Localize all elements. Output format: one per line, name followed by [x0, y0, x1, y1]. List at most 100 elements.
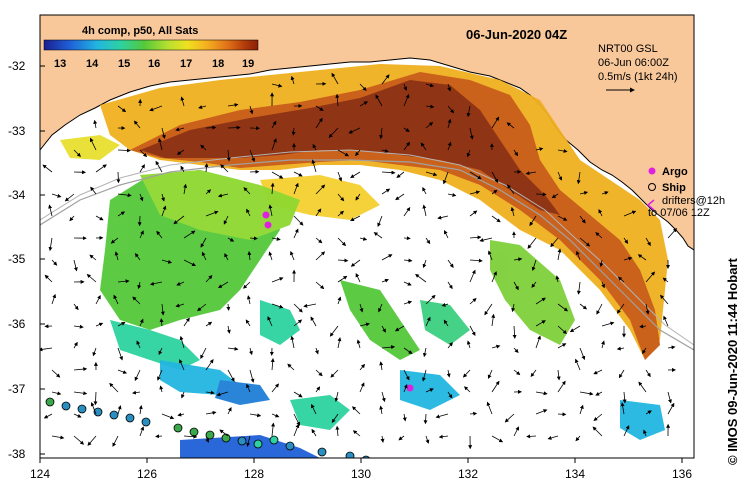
current-vector-arrow	[557, 343, 567, 349]
current-vector-arrow	[179, 359, 185, 371]
ship-marker[interactable]	[237, 436, 247, 446]
current-vector-arrow	[157, 369, 163, 381]
current-vector-arrow	[337, 296, 342, 305]
current-vector-arrow	[645, 410, 652, 415]
current-vector-arrow	[415, 273, 427, 283]
current-vector-arrow	[378, 303, 383, 313]
current-vector-arrow	[381, 74, 390, 85]
current-vector-arrow	[243, 281, 251, 289]
current-vector-arrow	[271, 83, 283, 88]
current-vector-arrow	[469, 235, 482, 240]
current-vector-arrow	[183, 183, 188, 195]
ship-marker[interactable]	[317, 447, 327, 457]
current-vector-arrow	[425, 104, 435, 109]
ship-marker[interactable]	[221, 433, 231, 443]
current-vector-arrow	[469, 171, 482, 180]
current-vector-arrow	[579, 237, 591, 247]
current-vector-arrow	[425, 121, 434, 129]
current-vector-arrow	[268, 204, 273, 217]
current-vector-arrow	[616, 346, 625, 351]
ship-marker[interactable]	[345, 451, 355, 460]
current-vector-arrow	[381, 148, 389, 153]
argo-marker[interactable]	[406, 384, 414, 392]
current-vector-arrow	[337, 275, 348, 283]
colorbar: 4h comp, p50, All Sats 13 14 15 16 17 18…	[43, 25, 259, 70]
current-vector-arrow	[350, 171, 361, 179]
lat-label: -33	[8, 124, 26, 138]
ship-marker[interactable]	[253, 439, 263, 449]
current-vector-arrow	[160, 303, 165, 316]
current-vector-arrow	[487, 250, 493, 261]
current-vector-arrow	[159, 318, 164, 327]
current-vector-arrow	[117, 148, 131, 153]
ship-marker[interactable]	[189, 427, 199, 437]
credit-text: © IMOS 09-Jun-2020 11:44 Hobart	[725, 258, 740, 465]
current-vector-arrow	[579, 303, 588, 310]
lat-label: -32	[8, 59, 26, 73]
ship-marker[interactable]	[109, 410, 119, 420]
current-vector-arrow	[486, 401, 493, 415]
current-vector-arrow	[623, 425, 630, 437]
current-vector-arrow	[73, 341, 78, 349]
ship-marker[interactable]	[45, 397, 55, 407]
current-vector-arrow	[551, 193, 559, 199]
current-vector-arrow	[616, 303, 625, 314]
argo-floats	[262, 211, 414, 392]
current-vector-arrow	[403, 127, 410, 132]
current-vector-arrow	[403, 369, 410, 381]
ship-marker[interactable]	[173, 423, 183, 433]
argo-marker[interactable]	[264, 221, 272, 229]
current-vector-arrow	[311, 403, 317, 415]
current-vector-arrow	[138, 405, 143, 415]
current-vector-arrow	[381, 170, 396, 175]
current-vector-arrow	[557, 171, 563, 181]
current-vector-arrow	[110, 237, 119, 244]
lat-label: -35	[8, 252, 26, 266]
current-vector-arrow	[464, 386, 471, 393]
current-vector-arrow	[243, 187, 251, 195]
current-vector-arrow	[315, 105, 324, 111]
current-vector-arrow	[403, 384, 408, 393]
current-vector-arrow	[379, 127, 384, 140]
current-vector-arrow	[271, 120, 277, 129]
current-vector-arrow	[268, 251, 273, 261]
current-vector-arrow	[381, 254, 393, 261]
ship-marker[interactable]	[285, 441, 295, 451]
current-vector-arrow	[350, 259, 361, 267]
current-vector-arrow	[270, 182, 275, 195]
current-vector-arrow	[643, 429, 647, 437]
current-vector-arrow	[158, 138, 163, 151]
ship-marker[interactable]	[205, 430, 215, 440]
ship-marker[interactable]	[77, 404, 87, 414]
current-vector-arrow	[315, 237, 323, 244]
current-vector-arrow	[525, 171, 537, 176]
current-vector-arrow	[645, 271, 656, 283]
current-vector-arrow	[403, 141, 410, 151]
ship-marker[interactable]	[269, 435, 279, 445]
ship-marker[interactable]	[61, 401, 71, 411]
current-vector-arrow	[73, 149, 81, 157]
colorbar-gradient	[43, 39, 259, 51]
ship-marker[interactable]	[362, 455, 370, 464]
current-vector-arrow	[200, 347, 207, 360]
current-vector-arrow	[425, 171, 438, 177]
current-vector-arrow	[645, 237, 651, 247]
colorbar-tick: 18	[212, 58, 224, 70]
current-vector-arrow	[557, 380, 566, 393]
current-vector-arrow	[535, 335, 541, 349]
ship-marker[interactable]	[141, 417, 151, 427]
colorbar-tick: 17	[180, 58, 192, 70]
current-vector-arrow	[249, 149, 256, 163]
current-vector-arrow	[40, 347, 53, 352]
current-vector-arrow	[422, 186, 427, 195]
current-vector-arrow	[205, 210, 219, 217]
current-vector-arrow	[506, 122, 515, 129]
argo-marker[interactable]	[262, 211, 270, 219]
current-vector-arrow	[598, 208, 603, 217]
current-vector-arrow	[161, 205, 167, 217]
current-vector-arrow	[200, 144, 207, 151]
current-vector-arrow	[315, 281, 325, 290]
current-vector-arrow	[557, 149, 568, 153]
ship-marker[interactable]	[125, 413, 135, 423]
current-vector-arrow	[156, 230, 163, 239]
